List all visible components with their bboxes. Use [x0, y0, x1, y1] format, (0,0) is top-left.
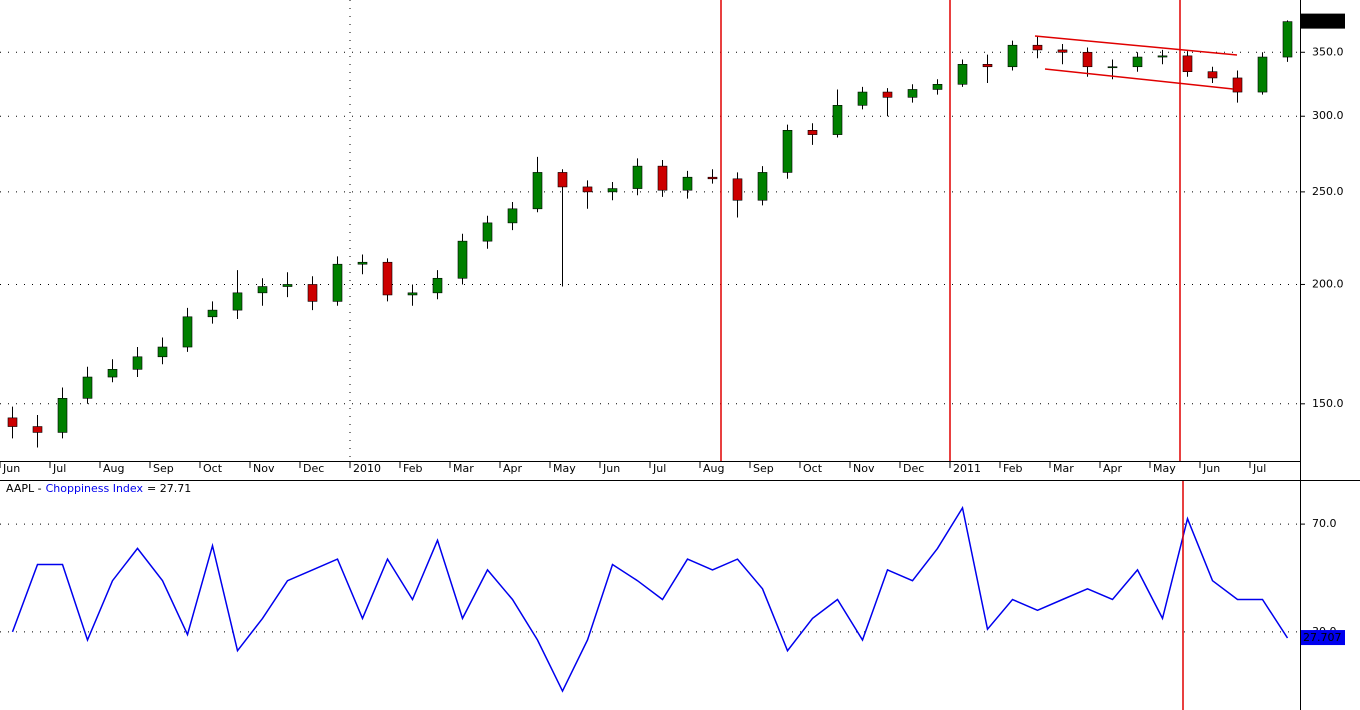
channel-line [1034, 35, 1238, 56]
candle-body [507, 208, 518, 224]
candle-body [282, 284, 293, 287]
candle-body [657, 165, 668, 191]
last-value-label: 27.707 [1303, 631, 1342, 644]
x-tick-label: Nov [253, 462, 275, 475]
x-tick-label: 2011 [953, 462, 981, 475]
candle-body [1107, 66, 1118, 69]
candle-body [557, 172, 568, 188]
indicator-title: AAPL - Choppiness Index = 27.71 [6, 482, 191, 495]
y-tick-label: 300.0 [1312, 109, 1344, 122]
candle-body [107, 369, 118, 378]
candle-body [332, 263, 343, 302]
candle-body [382, 261, 393, 296]
candle-body [1232, 77, 1243, 93]
candle-body [982, 64, 993, 68]
x-tick-label: Apr [1103, 462, 1123, 475]
x-tick-label: Aug [703, 462, 724, 475]
x-tick-label: Oct [203, 462, 223, 475]
candle-body [582, 186, 593, 193]
x-tick-label: Mar [453, 462, 474, 475]
candle-body [607, 188, 618, 193]
x-tick-label: Jun [602, 462, 620, 475]
x-tick-label: Apr [503, 462, 523, 475]
candle-body [1257, 56, 1268, 93]
candle-body [907, 89, 918, 98]
x-tick-label: May [1153, 462, 1176, 475]
candle-body [82, 376, 93, 399]
candle-body [1082, 51, 1093, 68]
x-tick-label: Jul [652, 462, 666, 475]
candle-body [57, 398, 68, 433]
candle-body [1132, 56, 1143, 68]
x-tick-label: Jul [1252, 462, 1266, 475]
x-tick-label: Dec [303, 462, 324, 475]
candle-body [232, 292, 243, 311]
candle-body [932, 84, 943, 90]
x-tick-label: Jun [2, 462, 20, 475]
y-tick-label: 150.0 [1312, 397, 1344, 410]
x-tick-label: Jul [52, 462, 66, 475]
last-price-badge [1301, 13, 1345, 29]
x-tick-label: Nov [853, 462, 875, 475]
candle-body [832, 105, 843, 135]
channel-line [1044, 68, 1234, 90]
candle-body [257, 286, 268, 294]
candle-body [807, 129, 818, 135]
x-tick-label: Sep [153, 462, 174, 475]
x-tick-label: Sep [753, 462, 774, 475]
candle-body [782, 129, 793, 173]
y-tick-label: 350.0 [1312, 45, 1344, 58]
annotations [720, 0, 1238, 710]
candle-body [457, 240, 468, 279]
candle-body [432, 277, 443, 294]
symbol: AAPL - [6, 482, 42, 495]
y-tick-label: 200.0 [1312, 277, 1344, 290]
candle-body [7, 417, 18, 427]
x-tick-label: Jun [1202, 462, 1220, 475]
candle-body [1007, 44, 1018, 68]
last-value-badge [1301, 630, 1345, 646]
candle-body [882, 91, 893, 98]
y-tick-label: 70.0 [1312, 517, 1337, 530]
candle-body [707, 176, 718, 180]
candle-body [357, 261, 368, 265]
candle-body [1282, 21, 1293, 58]
x-tick-label: Feb [1003, 462, 1022, 475]
x-tick-label: Mar [1053, 462, 1074, 475]
candle-body [857, 91, 868, 106]
candle-body [407, 292, 418, 296]
candle-body [1207, 71, 1218, 79]
candle-body [307, 284, 318, 302]
x-tick-label: Aug [103, 462, 124, 475]
x-tick-label: 2010 [353, 462, 381, 475]
indicator-line [11, 505, 1289, 693]
x-tick-label: Oct [803, 462, 823, 475]
x-tick-label: Feb [403, 462, 422, 475]
candle-body [1057, 49, 1068, 53]
candle-body [732, 178, 743, 201]
candle-body [182, 316, 193, 348]
indicator-name: Choppiness Index [46, 482, 144, 495]
candle-body [1182, 55, 1193, 72]
x-tick-label: May [553, 462, 576, 475]
candle-body [207, 309, 218, 318]
indicator-value: = 27.71 [147, 482, 191, 495]
candle-body [1032, 44, 1043, 51]
candle-body [132, 356, 143, 370]
candle-body [757, 172, 768, 201]
x-tick-label: Dec [903, 462, 924, 475]
candle-body [682, 176, 693, 191]
candle-body [157, 346, 168, 358]
candle-body [482, 222, 493, 242]
candle-body [1157, 55, 1168, 58]
candle-body [532, 172, 543, 210]
candle-body [957, 64, 968, 85]
candle-body [32, 426, 43, 433]
last-price-label: 376.85 [1304, 15, 1343, 28]
candle-body [632, 165, 643, 189]
y-tick-label: 250.0 [1312, 185, 1344, 198]
